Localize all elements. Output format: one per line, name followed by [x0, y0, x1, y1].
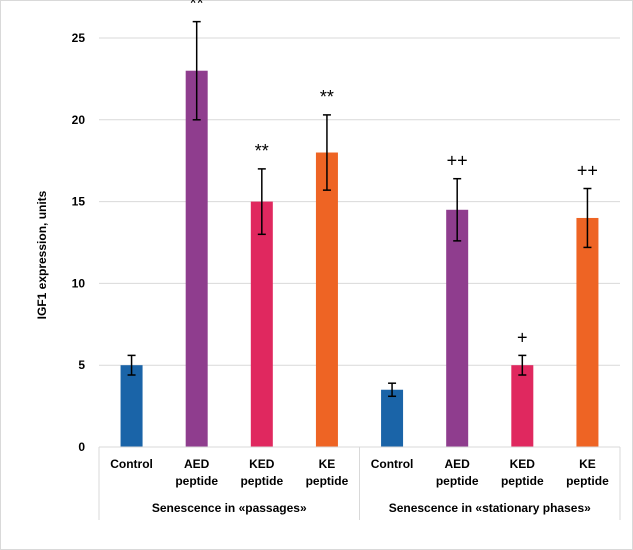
bars-layer [120, 20, 599, 447]
category-label: Control [371, 457, 414, 471]
category-label-line2: peptide [501, 474, 544, 488]
category-label-line2: peptide [306, 474, 349, 488]
category-label: KE [579, 457, 596, 471]
y-tick-label: 0 [78, 440, 85, 454]
category-label: Control [110, 457, 153, 471]
significance-annotation: ** [190, 0, 204, 14]
y-axis-label: IGF1 expression, units [35, 190, 49, 319]
y-tick-label: 20 [72, 113, 86, 127]
category-label: AED [445, 457, 471, 471]
significance-annotation: ++ [577, 161, 598, 181]
category-label: KE [319, 457, 336, 471]
labels-layer: 0 5 10 15 20 25 Control AED peptide ** KED peptide *… [72, 0, 609, 515]
bar [511, 365, 534, 447]
y-tick-label: 15 [72, 195, 86, 209]
group-label: Senescence in «passages» [152, 501, 307, 515]
category-label-line2: peptide [240, 474, 283, 488]
significance-annotation: ** [255, 141, 269, 161]
grid-layer [99, 37, 620, 448]
bar [381, 389, 404, 447]
bar [315, 152, 338, 447]
bar [120, 365, 143, 447]
y-tick-label: 10 [72, 276, 86, 290]
significance-annotation: ++ [447, 151, 468, 171]
category-label-line2: peptide [175, 474, 218, 488]
bar [576, 217, 599, 447]
category-label-line2: peptide [566, 474, 609, 488]
y-tick-label: 5 [78, 358, 85, 372]
category-label: KED [510, 457, 536, 471]
category-label: AED [184, 457, 210, 471]
category-label-line2: peptide [436, 474, 479, 488]
y-tick-label: 25 [72, 31, 86, 45]
significance-annotation: ** [320, 87, 334, 107]
group-label: Senescence in «stationary phases» [389, 501, 591, 515]
bar [250, 201, 273, 447]
axis-layer [98, 446, 621, 520]
category-label: KED [249, 457, 275, 471]
bar [446, 209, 469, 447]
bar [185, 70, 208, 447]
significance-annotation: + [517, 327, 528, 347]
